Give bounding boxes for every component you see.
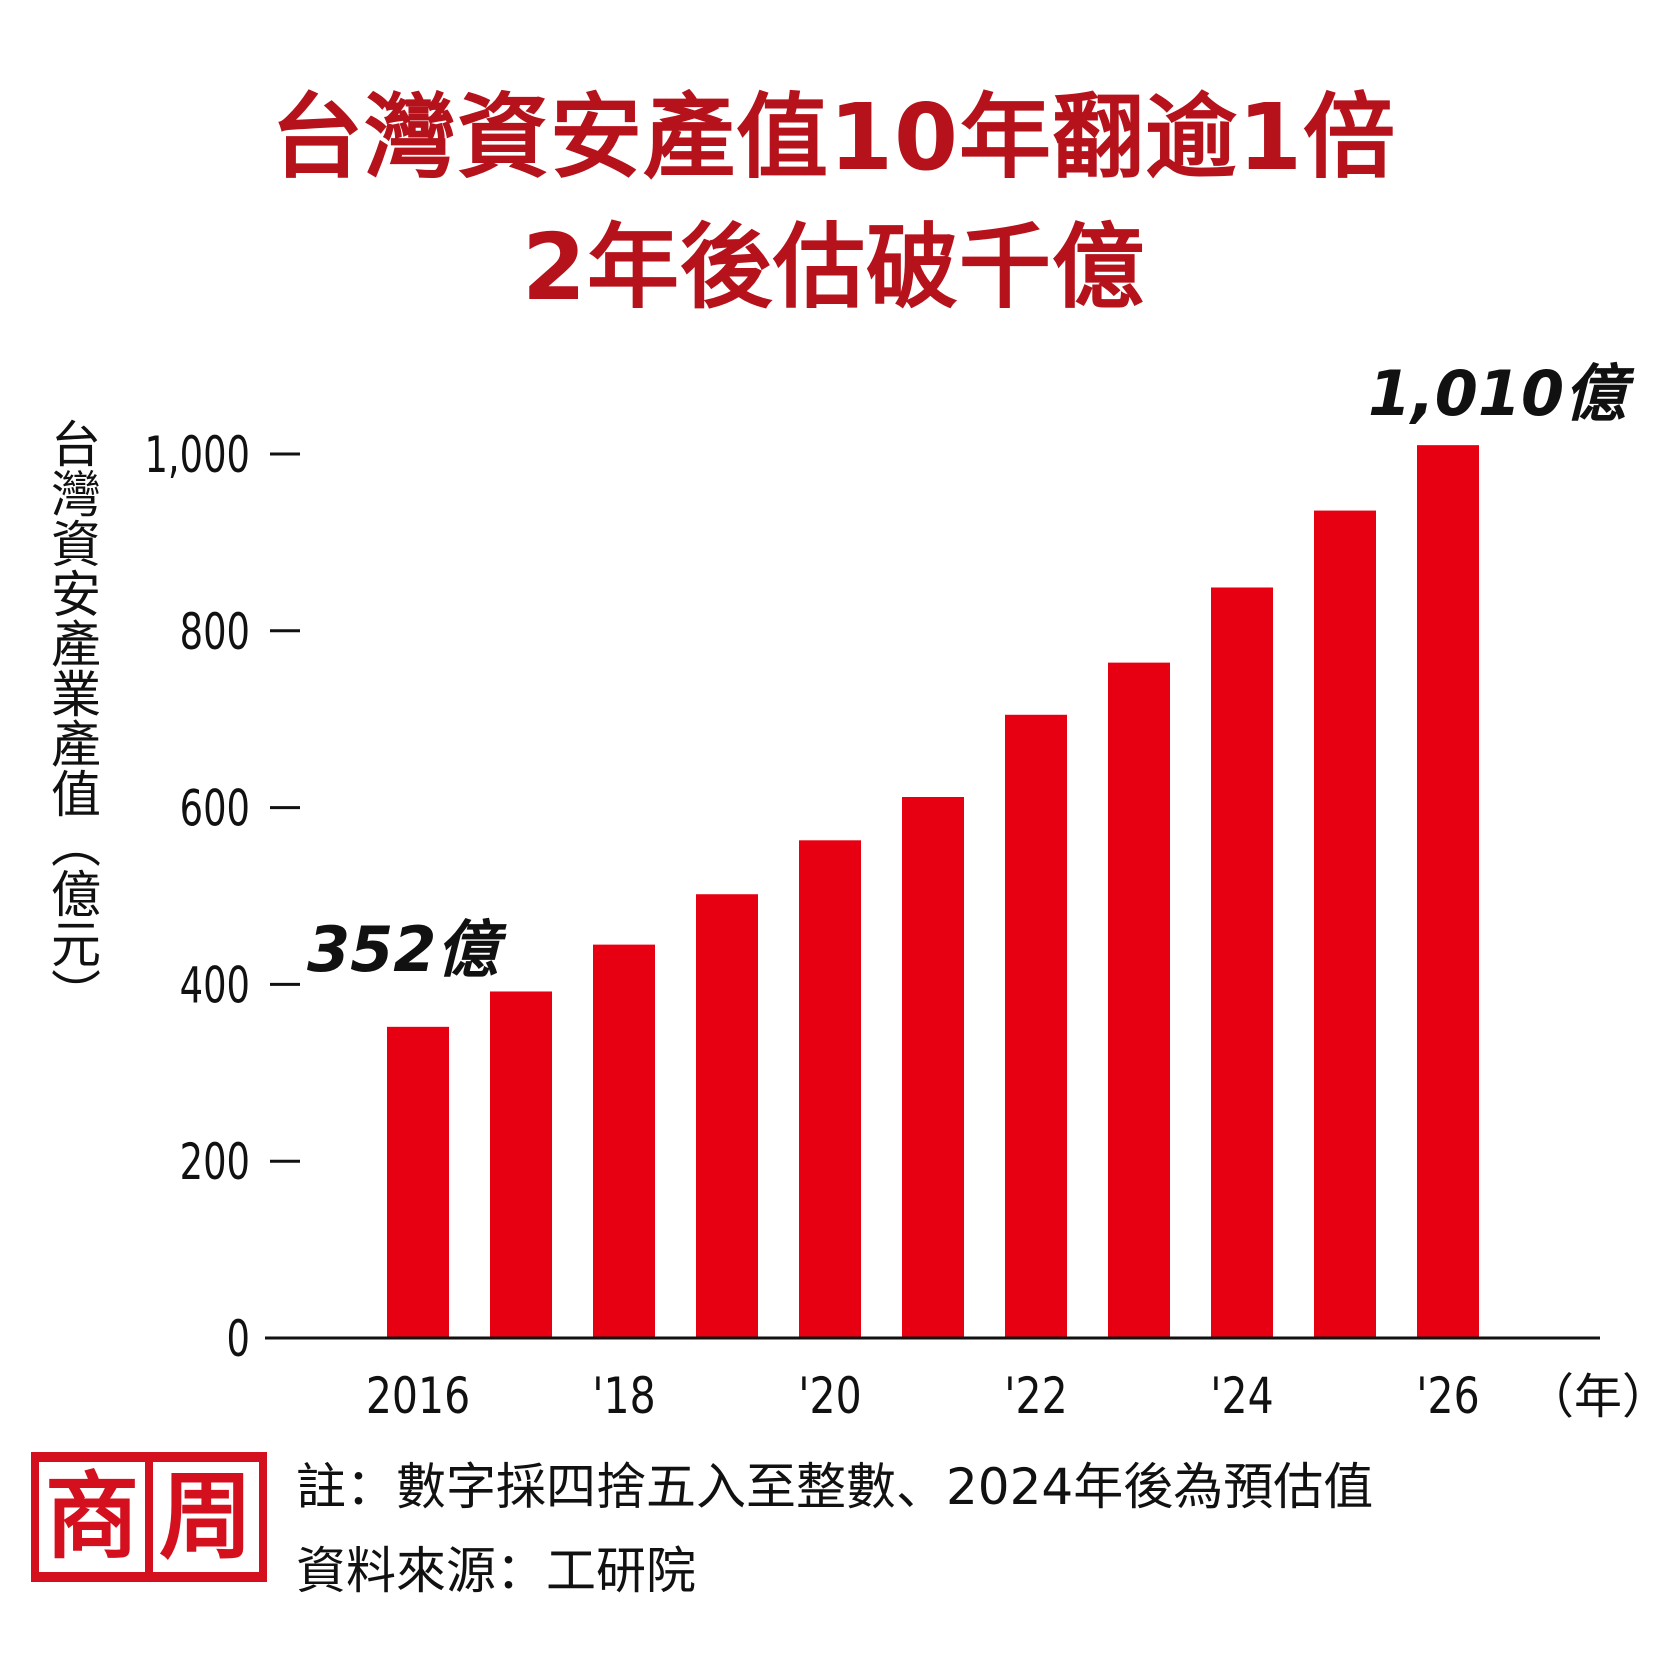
y-tick-label: 0	[227, 1310, 250, 1368]
bar-2024	[1211, 587, 1273, 1338]
x-tick-label: '24	[1210, 1367, 1273, 1420]
annotations: 352億 1,010億	[307, 357, 1635, 986]
logo-char-2: 周	[153, 1462, 259, 1572]
bar-2022	[1005, 714, 1067, 1338]
footnote: 註：數字採四捨五入至整數、2024年後為預估值	[296, 1458, 1374, 1516]
x-tick-label: '26	[1416, 1367, 1479, 1420]
y-tick-label: 200	[180, 1133, 250, 1191]
x-tick-label: '20	[798, 1367, 861, 1420]
x-axis-unit: （年）	[1526, 1369, 1667, 1420]
source-note: 資料來源：工研院	[296, 1542, 696, 1600]
bar-2018	[593, 944, 655, 1338]
y-tick-label: 600	[180, 780, 250, 838]
bar-2021	[902, 796, 964, 1338]
bar-2020	[799, 840, 861, 1338]
x-tick-label: 2016	[366, 1367, 470, 1420]
value-annotation: 1,010億	[1368, 357, 1635, 430]
bar-2025	[1314, 510, 1376, 1338]
x-tick-label: '22	[1004, 1367, 1067, 1420]
bars	[387, 445, 1479, 1338]
bar-chart: 0 200 400 600 800 1,000 2016 '18 '20 '22 '24 '26 （年…	[144, 357, 1667, 1420]
x-axis: 2016 '18 '20 '22 '24 '26 （年）	[265, 1336, 1667, 1420]
publisher-logo: 商 周	[31, 1452, 267, 1582]
y-axis-label: 台灣資安產業產值（億元）	[43, 418, 101, 1018]
value-annotation: 352億	[307, 913, 507, 986]
y-axis: 0 200 400 600 800 1,000	[144, 426, 300, 1368]
y-tick-label: 800	[180, 603, 250, 661]
y-tick-label: 400	[180, 956, 250, 1014]
x-tick-label: '18	[592, 1367, 655, 1420]
chart-title-line2: 2年後估破千億	[521, 214, 1145, 321]
bar-2019	[696, 894, 758, 1338]
y-tick-label: 1,000	[144, 426, 250, 484]
logo-char-1: 商	[39, 1462, 145, 1572]
bar-2026	[1417, 445, 1479, 1338]
bar-2017	[490, 991, 552, 1338]
chart-title-line1: 台灣資安產值10年翻逾1倍	[270, 84, 1397, 191]
bar-2023	[1108, 662, 1170, 1338]
bar-2016	[387, 1026, 449, 1338]
